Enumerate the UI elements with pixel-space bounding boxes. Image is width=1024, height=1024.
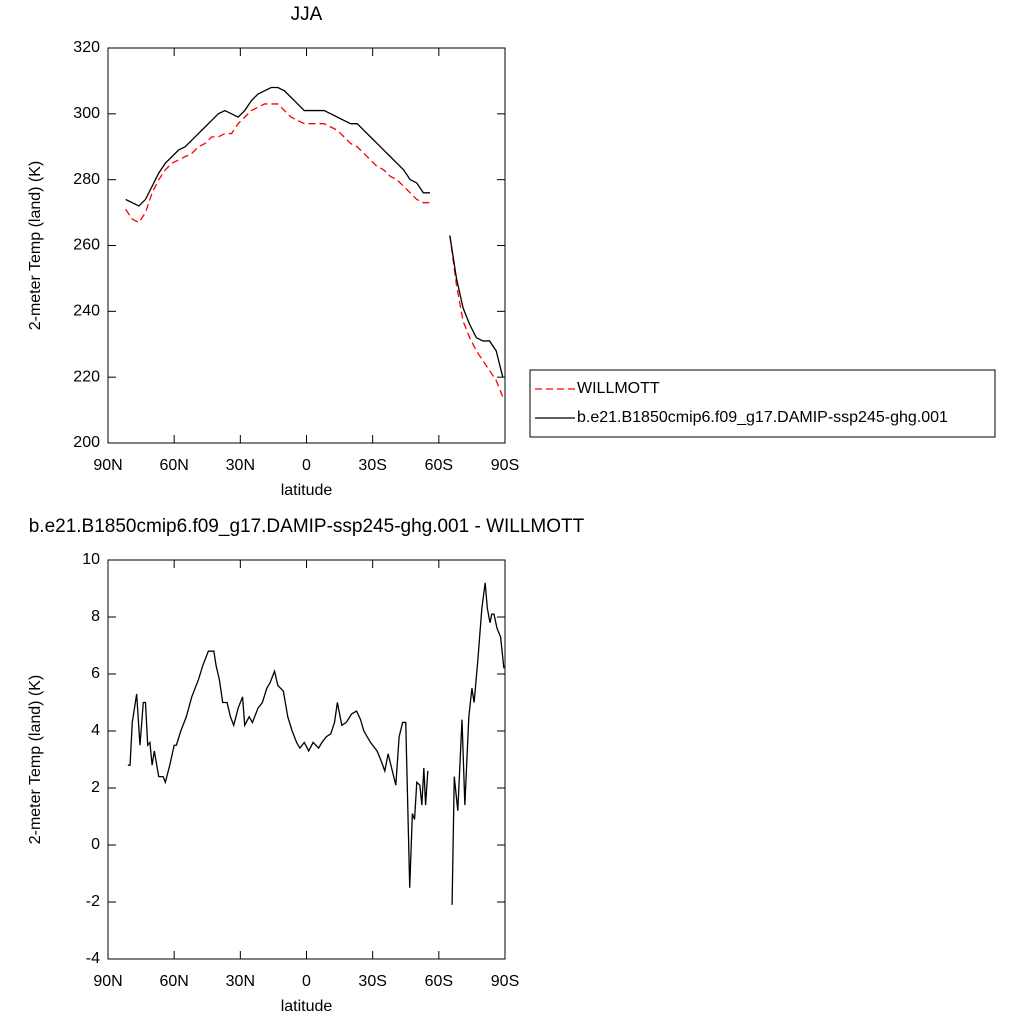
y-axis-label: 2-meter Temp (land) (K) xyxy=(27,161,44,331)
data-line xyxy=(125,103,504,398)
y-tick-label: 240 xyxy=(73,303,100,320)
y-tick-label: 260 xyxy=(73,237,100,254)
x-tick-label: 0 xyxy=(302,973,311,990)
data-line xyxy=(127,582,505,905)
x-tick-label: 30S xyxy=(358,973,386,990)
y-axis-label: 2-meter Temp (land) (K) xyxy=(27,675,44,845)
y-tick-label: -4 xyxy=(86,950,100,967)
x-tick-label: 30S xyxy=(358,457,386,474)
x-tick-label: 90N xyxy=(93,973,122,990)
chart-title: b.e21.B1850cmip6.f09_g17.DAMIP-ssp245-gh… xyxy=(29,516,585,537)
y-tick-label: 0 xyxy=(91,836,100,853)
x-tick-label: 90S xyxy=(491,457,519,474)
x-tick-label: 90S xyxy=(491,973,519,990)
x-tick-label: 30N xyxy=(226,457,255,474)
y-tick-label: 8 xyxy=(91,608,100,625)
chart-title: JJA xyxy=(291,4,323,25)
x-tick-label: 60S xyxy=(425,973,453,990)
y-tick-label: -2 xyxy=(86,893,100,910)
y-tick-label: 220 xyxy=(73,368,100,385)
x-tick-label: 60N xyxy=(159,457,188,474)
y-tick-label: 2 xyxy=(91,779,100,796)
legend-label: b.e21.B1850cmip6.f09_g17.DAMIP-ssp245-gh… xyxy=(577,409,948,426)
y-tick-label: 10 xyxy=(82,551,100,568)
y-tick-label: 280 xyxy=(73,171,100,188)
plot-frame xyxy=(107,47,506,444)
x-tick-label: 60S xyxy=(425,457,453,474)
y-tick-label: 200 xyxy=(73,434,100,451)
x-tick-label: 30N xyxy=(226,973,255,990)
y-tick-label: 4 xyxy=(91,722,100,739)
x-axis-label: latitude xyxy=(281,998,333,1015)
x-axis-label: latitude xyxy=(281,482,333,499)
y-tick-label: 320 xyxy=(73,39,100,56)
y-tick-label: 6 xyxy=(91,665,100,682)
data-line xyxy=(125,86,504,378)
x-tick-label: 60N xyxy=(159,973,188,990)
legend-label: WILLMOTT xyxy=(577,380,660,397)
legend-box xyxy=(529,369,996,438)
x-tick-label: 90N xyxy=(93,457,122,474)
plot-frame xyxy=(107,559,506,960)
x-tick-label: 0 xyxy=(302,457,311,474)
y-tick-label: 300 xyxy=(73,105,100,122)
